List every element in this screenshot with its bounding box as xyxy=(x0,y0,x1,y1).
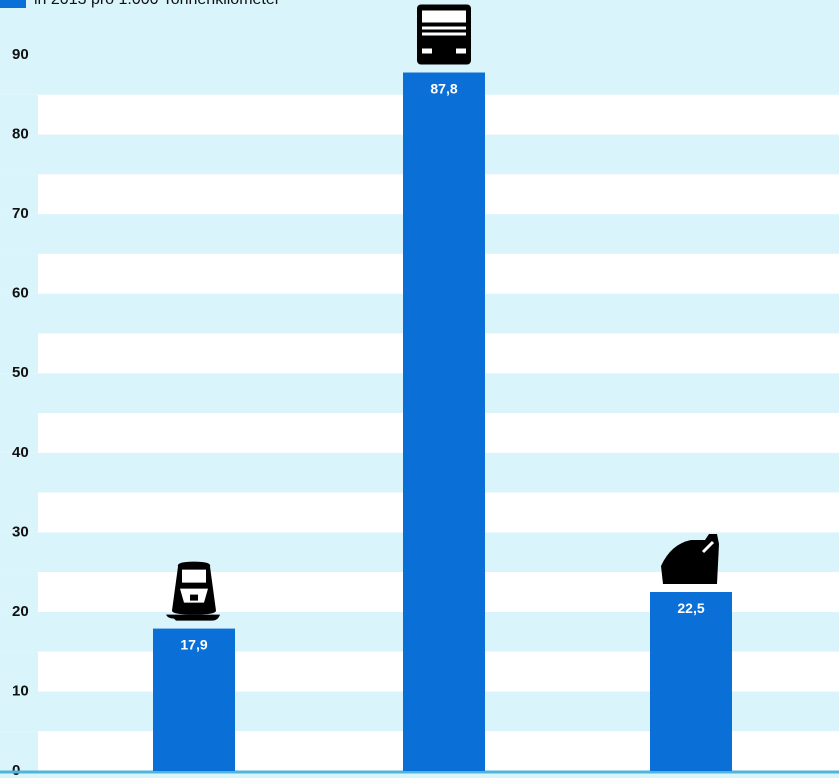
bar-ship xyxy=(650,592,732,771)
y-tick-label: 0 xyxy=(12,762,20,778)
legend: in 2013 pro 1.000 Tonnenkilometer xyxy=(0,0,281,8)
legend-swatch xyxy=(0,0,26,8)
y-tick-label: 30 xyxy=(12,523,29,540)
grid-band xyxy=(0,333,38,374)
y-axis: 0 10 20 30 40 50 60 70 80 90 xyxy=(12,46,29,778)
y-tick-label: 50 xyxy=(12,364,29,381)
grid-band xyxy=(0,572,38,612)
y-tick-label: 80 xyxy=(12,126,29,143)
data-label-truck: 87,8 xyxy=(430,81,457,97)
data-label-ship: 22,5 xyxy=(677,600,704,616)
category-icons xyxy=(166,4,719,621)
grid-band xyxy=(0,771,839,778)
y-tick-label: 40 xyxy=(12,444,29,461)
data-labels: 17,9 87,8 22,5 xyxy=(180,81,704,653)
y-tick-label: 70 xyxy=(12,205,29,222)
bars xyxy=(153,72,732,772)
grid-band xyxy=(0,94,38,135)
grid-band xyxy=(0,492,38,533)
bar-truck xyxy=(403,72,485,772)
data-label-bus: 17,9 xyxy=(180,637,207,653)
truck-icon xyxy=(417,4,471,65)
legend-label: in 2013 pro 1.000 Tonnenkilometer xyxy=(34,0,281,8)
grid-band xyxy=(0,731,38,771)
grid-band xyxy=(0,253,38,294)
grid-band xyxy=(0,413,38,453)
y-tick-label: 90 xyxy=(12,46,29,63)
ship-icon xyxy=(661,534,719,584)
bar-bus xyxy=(153,628,235,771)
bus-icon xyxy=(166,561,220,621)
grid-band xyxy=(0,651,38,692)
y-tick-label: 60 xyxy=(12,285,29,302)
y-tick-label: 10 xyxy=(12,682,29,699)
grid-band xyxy=(0,174,38,215)
y-tick-label: 20 xyxy=(12,603,29,620)
